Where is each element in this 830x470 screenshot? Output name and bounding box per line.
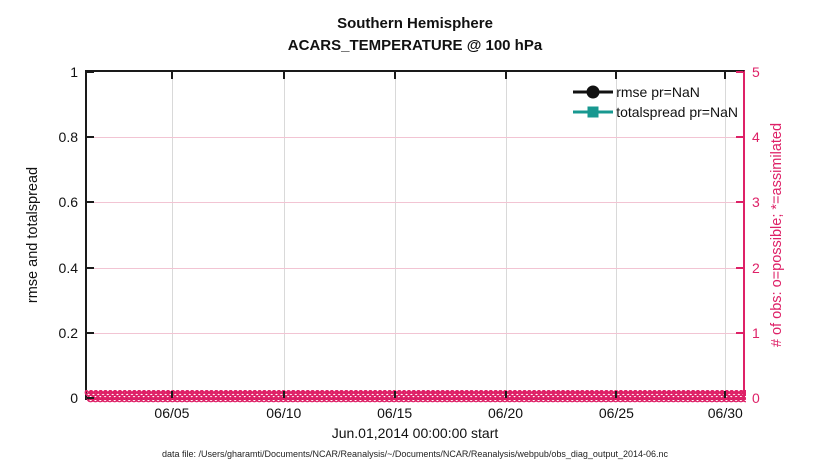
title-line-2: ACARS_TEMPERATURE @ 100 hPa	[287, 37, 543, 54]
x-tick-label: 06/25	[598, 405, 634, 421]
x-tick-label: 06/15	[377, 405, 413, 421]
ticks-layer: 06/05 06/10 06/15 06/20 06/25 06/30 0 0 0.2 1 0.4 2…	[59, 64, 760, 421]
legend-label: totalspread pr=NaN	[616, 104, 738, 120]
left-y-tick-label: 0.8	[58, 129, 78, 146]
left-y-tick-mark	[87, 266, 94, 269]
left-y-axis-label: rmse and totalspread	[25, 166, 41, 304]
left-y-tick-label: 0	[70, 390, 78, 406]
right-y-tick-mark	[736, 397, 743, 399]
x-tick-mark-bottom	[282, 391, 285, 398]
left-y-tick-label: 0.2	[58, 324, 78, 341]
x-tick-mark-top	[724, 72, 727, 79]
x-tick-mark-bottom	[393, 391, 396, 398]
y-gridline	[87, 202, 743, 204]
x-tick-mark-top	[170, 72, 173, 79]
x-tick-mark-top	[393, 72, 396, 79]
x-tick-label: 06/10	[266, 405, 302, 421]
left-y-tick-mark	[87, 201, 94, 204]
circle-marker-icon	[586, 85, 600, 99]
right-y-tick-label: 5	[752, 64, 760, 80]
x-tick-label: 06/05	[154, 405, 190, 421]
x-gridline	[283, 72, 285, 398]
right-y-tick-mark	[736, 136, 743, 139]
left-y-tick-mark	[87, 397, 94, 399]
x-tick-mark-top	[282, 72, 285, 79]
x-tick-label: 06/20	[487, 405, 524, 421]
right-y-tick-label: 1	[752, 324, 760, 341]
x-axis-label: Jun.01,2014 00:00:00 start	[331, 425, 499, 441]
x-tick-mark-bottom	[615, 391, 618, 398]
data-file-note: data file: /Users/gharamti/Documents/NCA…	[161, 449, 668, 459]
x-gridline	[171, 72, 173, 398]
plot-area: ⊗⊗⊗⊗⊗⊗⊗⊗⊗⊗⊗⊗⊗⊗⊗⊗⊗⊗⊗⊗⊗⊗⊗⊗⊗⊗⊗⊗⊗⊗⊗⊗⊗⊗⊗⊗⊗⊗⊗⊗…	[59, 64, 760, 421]
y-gridline	[87, 332, 743, 334]
grid-layer	[87, 72, 743, 398]
right-y-tick-mark	[736, 331, 743, 334]
left-y-tick-label: 0.6	[58, 194, 78, 211]
legend-sample	[573, 105, 614, 120]
x-tick-mark-bottom	[170, 391, 173, 398]
legend: rmse pr=NaN totalspread pr=NaN	[573, 84, 738, 120]
right-y-tick-label: 4	[752, 129, 760, 146]
x-tick-mark-top	[615, 72, 618, 79]
legend-item: rmse pr=NaN	[573, 84, 738, 100]
x-tick-mark-bottom	[504, 391, 507, 398]
chart-title: Southern Hemisphere ACARS_TEMPERATURE @ …	[0, 13, 830, 57]
legend-label: rmse pr=NaN	[616, 84, 700, 100]
right-y-tick-label: 3	[752, 194, 760, 211]
legend-item: totalspread pr=NaN	[573, 104, 738, 120]
y-gridline	[87, 137, 743, 139]
left-y-tick-mark	[87, 136, 94, 139]
x-tick-mark-top	[504, 72, 507, 79]
square-marker-icon	[587, 106, 599, 118]
right-y-tick-label: 2	[752, 259, 760, 276]
right-y-tick-mark	[736, 71, 743, 73]
right-y-tick-mark	[736, 201, 743, 204]
title-line-1: Southern Hemisphere	[337, 15, 493, 32]
right-y-axis-label: # of obs: o=possible; *=assimilated	[769, 122, 785, 348]
x-tick-mark-bottom	[724, 391, 727, 398]
x-gridline	[616, 72, 618, 398]
left-y-tick-mark	[87, 331, 94, 334]
x-gridline	[394, 72, 396, 398]
left-y-tick-label: 0.4	[58, 259, 78, 276]
x-gridline	[725, 72, 727, 398]
legend-sample	[573, 85, 614, 100]
left-y-tick-mark	[87, 71, 94, 73]
x-tick-label: 06/30	[707, 405, 743, 421]
right-y-tick-mark	[736, 266, 743, 269]
x-gridline	[505, 72, 507, 398]
y-gridline	[87, 267, 743, 269]
left-y-tick-label: 1	[70, 64, 78, 80]
right-y-tick-label: 0	[752, 390, 760, 406]
